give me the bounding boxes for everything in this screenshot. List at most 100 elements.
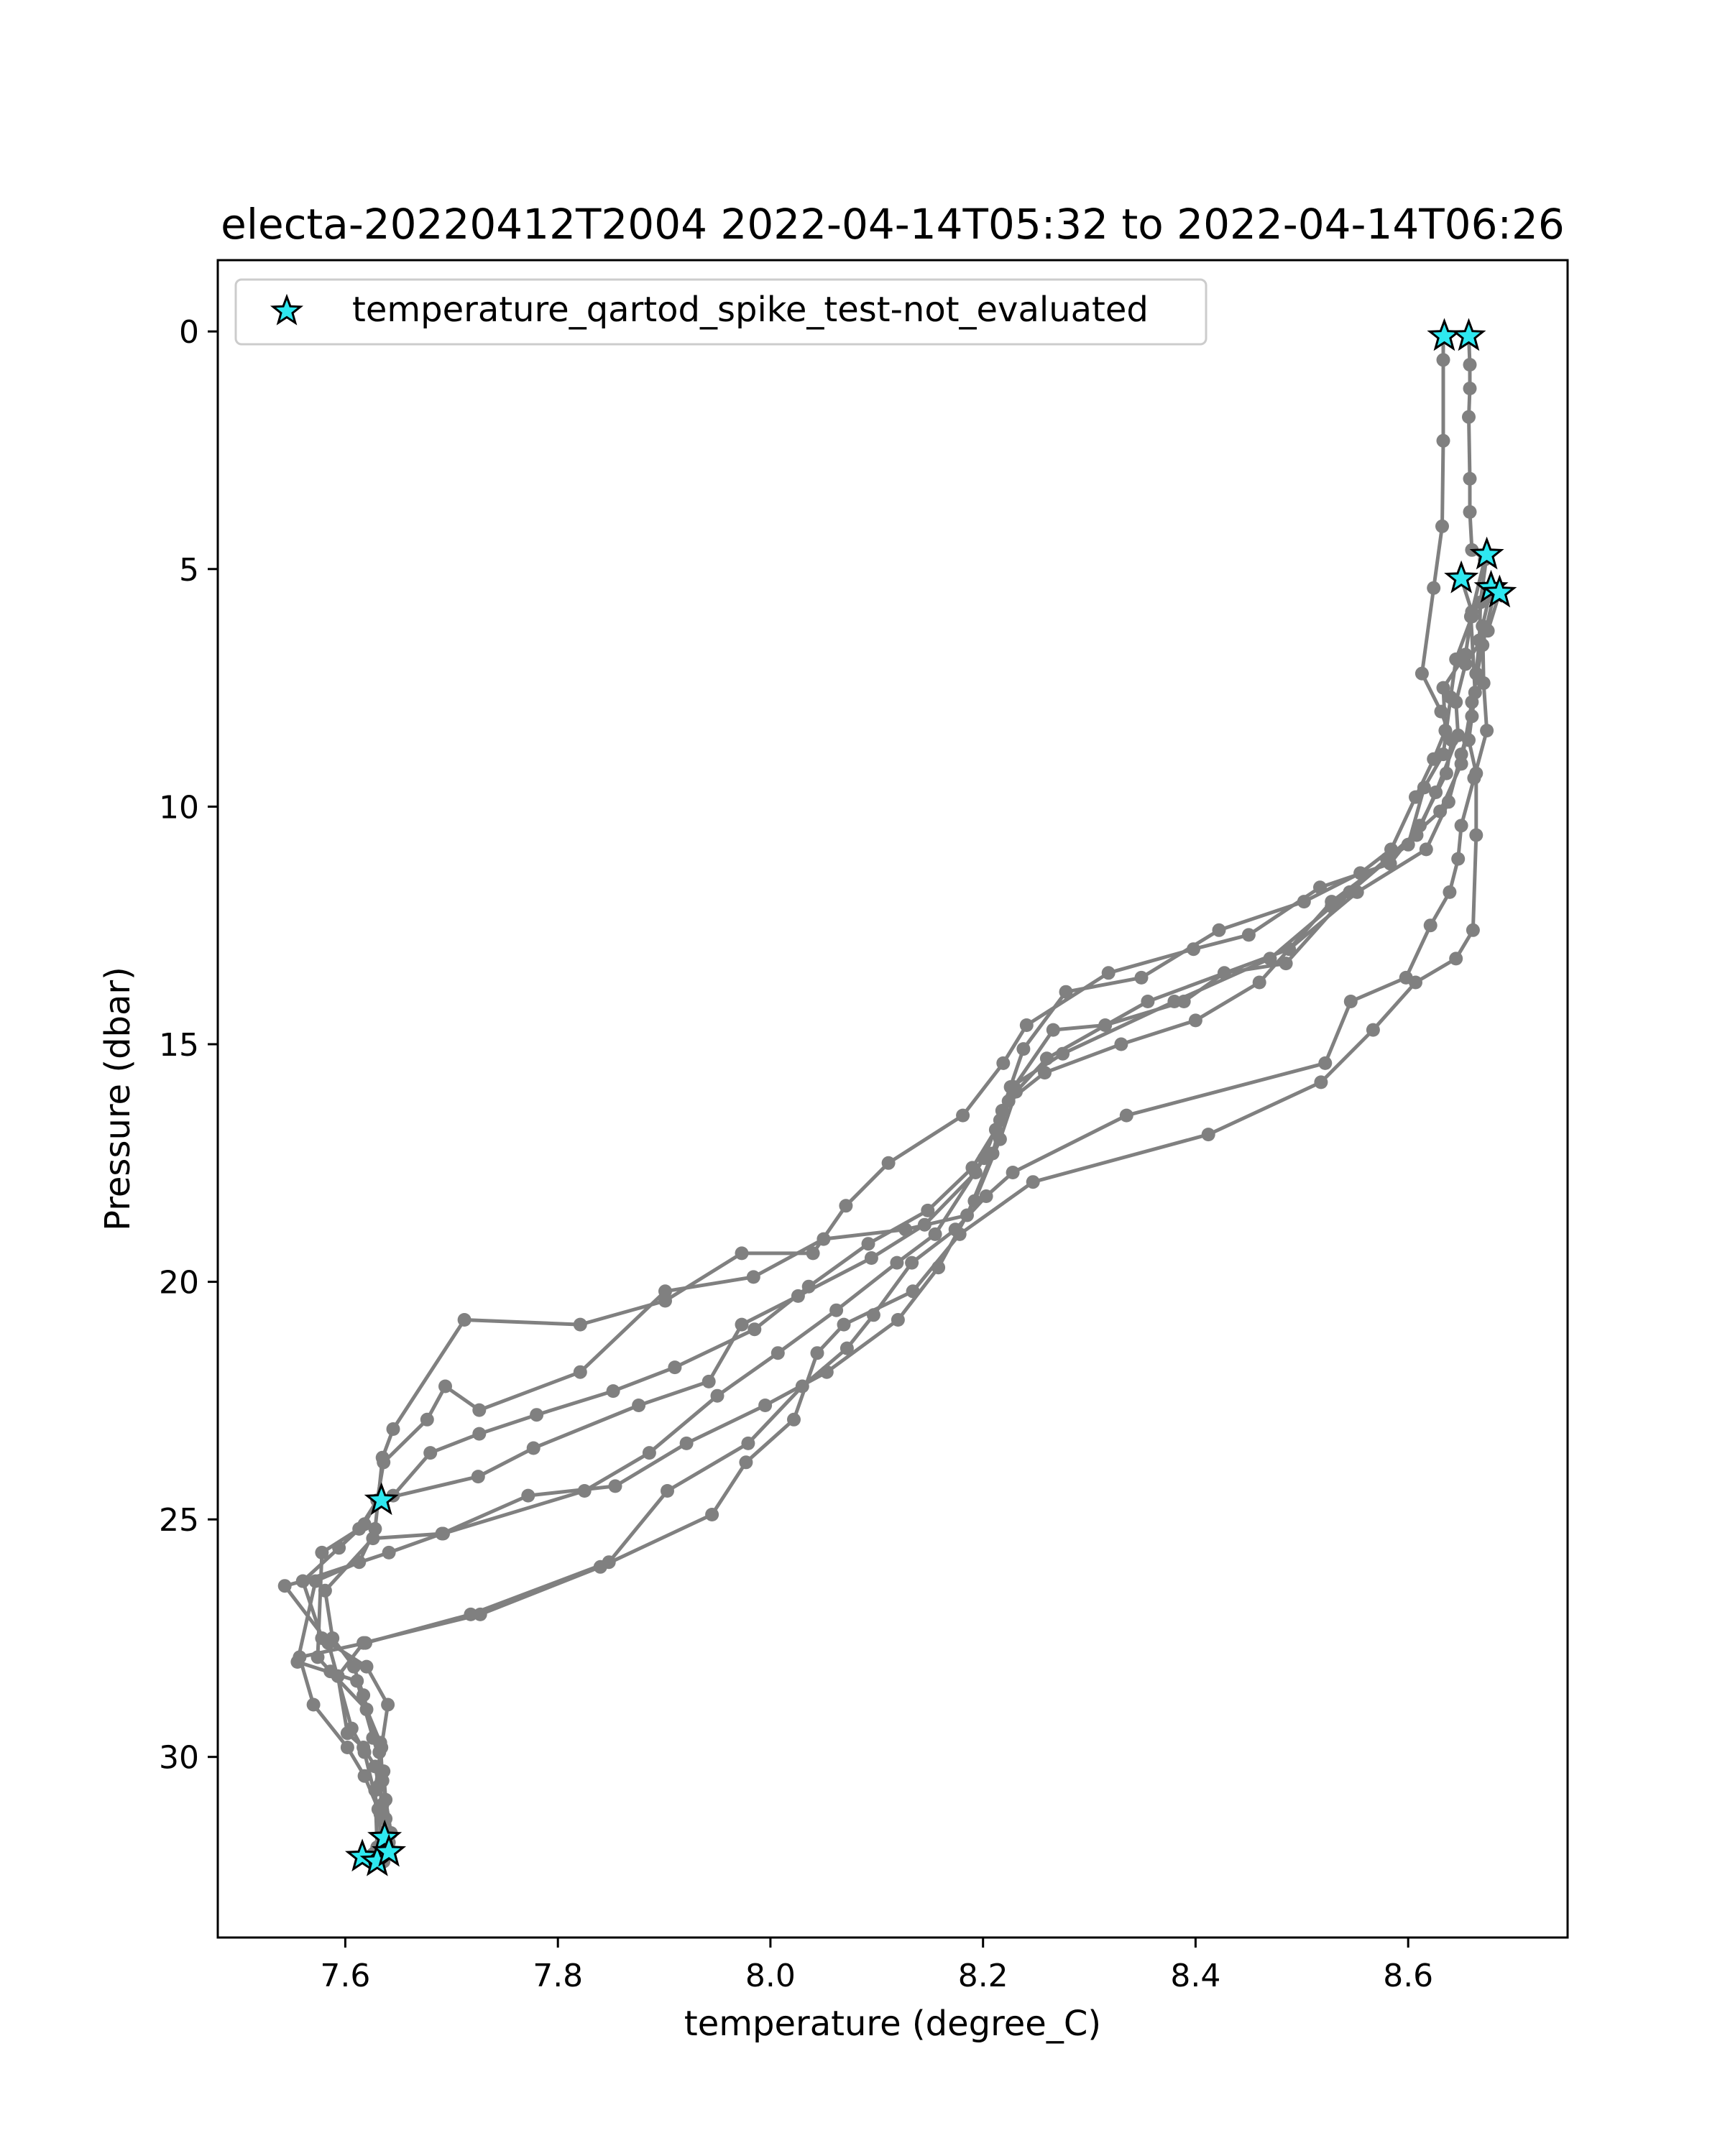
data-point [679,1436,694,1450]
data-point [526,1441,540,1455]
data-point [323,1664,338,1679]
data-point [1314,1075,1328,1089]
data-point [1279,957,1293,971]
data-point [658,1284,672,1299]
data-point [1467,771,1481,786]
data-point [1098,1018,1113,1032]
x-tick-label: 7.6 [320,1958,370,1994]
series-5 [293,581,1498,1869]
data-point [1026,1175,1040,1189]
data-point [423,1446,438,1460]
flagged-point-star [1451,318,1486,351]
data-point [435,1526,449,1541]
series-line-1 [295,336,1454,1858]
data-point [928,1227,942,1241]
data-point [420,1412,434,1427]
data-point [979,1189,993,1203]
series-line-5 [298,587,1493,1862]
x-tick-label: 8.2 [958,1958,1008,1994]
data-point [357,1745,372,1759]
series-4 [277,548,1494,1864]
data-point [1101,966,1116,980]
data-point [381,1697,395,1712]
data-point [1318,1056,1333,1070]
data-point [608,1479,622,1493]
data-point [457,1313,472,1327]
data-point [1141,995,1155,1008]
data-point [710,1388,724,1403]
data-point [1429,786,1443,799]
data-point [1059,985,1073,999]
data-point [1476,638,1490,653]
data-point [1419,842,1433,857]
data-point [1480,724,1494,738]
data-point [356,1688,371,1703]
series-3 [318,571,1479,1864]
data-point [368,1783,382,1797]
data-point [864,1251,878,1265]
data-point [1463,471,1477,486]
data-point [1436,353,1450,367]
series-line-6 [316,592,1501,1862]
data-point [787,1412,801,1427]
y-tick-label: 30 [159,1740,199,1777]
data-point [829,1303,844,1317]
data-point [739,1455,753,1470]
data-point [357,1517,372,1531]
data-point [881,1156,896,1170]
y-tick-label: 10 [159,789,199,826]
data-point [1325,895,1339,909]
data-point [770,1346,785,1360]
data-point [1463,358,1477,372]
data-point [377,1455,391,1470]
data-point [1436,433,1450,448]
data-point [1016,1042,1031,1056]
data-point [359,1703,374,1717]
flagged-point-star [1469,536,1504,570]
data-point [1241,928,1256,942]
data-point [1212,923,1226,937]
data-point [632,1399,646,1412]
data-point [1476,676,1491,690]
data-point [1003,1080,1018,1094]
data-point [1466,923,1480,937]
data-point [1134,970,1149,985]
flagged-point-star [367,1819,402,1853]
legend: temperature_qartod_spike_test-not_evalua… [234,278,1208,346]
data-point [658,1294,672,1308]
data-point [748,1322,762,1337]
data-point [1465,609,1479,624]
data-point [1443,690,1458,704]
data-point [1399,970,1413,985]
data-point [1449,652,1463,666]
data-point [1454,819,1468,833]
data-point [1019,1018,1034,1032]
series-8 [386,609,1479,1503]
data-point [530,1408,544,1422]
data-point [965,1161,980,1175]
data-point [905,1256,919,1270]
data-point [1462,410,1476,424]
data-point [810,1346,824,1360]
data-point [1443,885,1457,899]
data-point [921,1203,935,1217]
data-point [735,1246,749,1261]
data-point [948,1222,962,1237]
data-point [438,1379,452,1393]
data-point [602,1555,616,1570]
data-point [795,1379,809,1393]
data-point [1252,975,1266,990]
data-point [359,1636,372,1650]
data-point [960,1208,974,1222]
data-point [1433,804,1448,819]
data-point [1006,1166,1020,1179]
y-tick-label: 5 [179,552,199,589]
data-point [1343,995,1358,1008]
data-point [985,1146,1000,1161]
data-point [1423,918,1438,933]
data-point [891,1313,905,1327]
data-point [332,1541,346,1555]
series-1 [290,329,1459,1864]
data-point [1167,995,1182,1008]
data-point [472,1403,487,1417]
